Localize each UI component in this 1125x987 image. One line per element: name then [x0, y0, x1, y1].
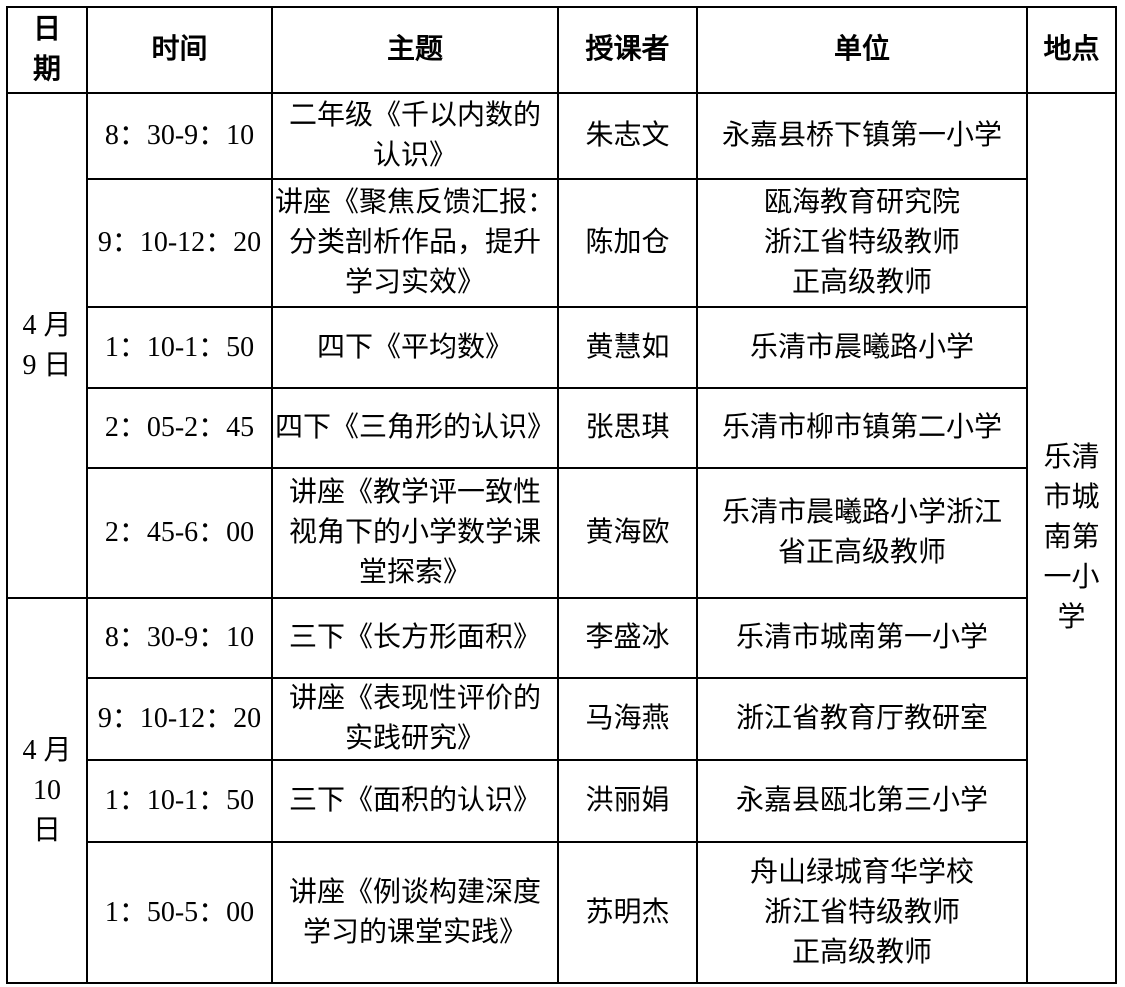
table-row: 4 月 10 日 8：30-9：10 三下《长方形面积》 李盛冰 乐清市城南第一… [6, 597, 1116, 984]
lecturer-cell: 苏明杰 [557, 841, 698, 984]
time-cell: 1：10-1：50 [86, 306, 273, 389]
table-row: 2：05-2：45 四下《三角形的认识》 张思琪 乐清市柳市镇第二小学 [7, 387, 1116, 469]
time-cell: 2：45-6：00 [86, 467, 273, 599]
table-row: 9：10-12：20 讲座《表现性评价的 实践研究》 马海燕 浙江省教育厅教研室 [7, 677, 1116, 761]
header-lecturer: 授课者 [557, 6, 698, 94]
date-cell-apr10: 4 月 10 日 [6, 597, 88, 984]
header-location: 地点 [1026, 6, 1117, 94]
time-cell: 9：10-12：20 [86, 178, 273, 308]
lecturer-cell: 李盛冰 [557, 597, 698, 679]
topic-cell: 讲座《例谈构建深度 学习的课堂实践》 [271, 841, 559, 984]
time-cell: 8：30-9：10 [86, 597, 273, 679]
topic-cell: 讲座《教学评一致性 视角下的小学数学课 堂探索》 [271, 467, 559, 599]
header-row: 日 期 时间 主题 授课者 单位 地点 [6, 6, 1117, 94]
lecturer-cell: 马海燕 [557, 677, 698, 761]
topic-cell: 四下《三角形的认识》 [271, 387, 559, 469]
time-cell: 1：50-5：00 [86, 841, 273, 984]
topic-cell: 三下《长方形面积》 [271, 597, 559, 679]
schedule-table: 日 期 时间 主题 授课者 单位 地点 4 月 9 日 8：30-9：10 二年… [6, 6, 1117, 984]
time-cell: 8：30-9：10 [86, 92, 273, 180]
lecturer-cell: 洪丽娟 [557, 759, 698, 843]
time-cell: 9：10-12：20 [86, 677, 273, 761]
header-date: 日 期 [6, 6, 88, 94]
table-row: 4 月 9 日 8：30-9：10 二年级《千以内数的 认识》 朱志文 永嘉县桥… [6, 92, 1117, 984]
lecturer-cell: 黄慧如 [557, 306, 698, 389]
lecturer-cell: 黄海欧 [557, 467, 698, 599]
lecturer-cell: 张思琪 [557, 387, 698, 469]
table-row: 1：10-1：50 三下《面积的认识》 洪丽娟 永嘉县瓯北第三小学 [7, 759, 1116, 843]
header-time: 时间 [86, 6, 273, 94]
topic-cell: 四下《平均数》 [271, 306, 559, 389]
time-cell: 1：10-1：50 [86, 759, 273, 843]
unit-cell: 乐清市柳市镇第二小学 [696, 387, 1028, 469]
date-cell-apr9: 4 月 9 日 [6, 92, 88, 599]
unit-cell: 乐清市晨曦路小学浙江 省正高级教师 [696, 467, 1028, 599]
unit-cell: 浙江省教育厅教研室 [696, 677, 1028, 761]
table-row: 2：45-6：00 讲座《教学评一致性 视角下的小学数学课 堂探索》 黄海欧 乐… [7, 467, 1116, 599]
unit-cell: 乐清市晨曦路小学 [696, 306, 1028, 389]
unit-cell: 舟山绿城育华学校 浙江省特级教师 正高级教师 [696, 841, 1028, 984]
lecturer-cell: 朱志文 [557, 92, 698, 180]
unit-cell: 永嘉县桥下镇第一小学 [696, 92, 1028, 180]
table-row: 9：10-12：20 讲座《聚焦反馈汇报： 分类剖析作品，提升 学习实效》 陈加… [7, 178, 1116, 308]
location-cell: 乐清 市城 南第 一小 学 [1026, 92, 1117, 984]
unit-cell: 瓯海教育研究院 浙江省特级教师 正高级教师 [696, 178, 1028, 308]
lecturer-cell: 陈加仓 [557, 178, 698, 308]
topic-cell: 三下《面积的认识》 [271, 759, 559, 843]
unit-cell: 永嘉县瓯北第三小学 [696, 759, 1028, 843]
table-row: 1：50-5：00 讲座《例谈构建深度 学习的课堂实践》 苏明杰 舟山绿城育华学… [7, 841, 1116, 984]
topic-cell: 讲座《聚焦反馈汇报： 分类剖析作品，提升 学习实效》 [271, 178, 559, 308]
time-cell: 2：05-2：45 [86, 387, 273, 469]
table-row: 1：10-1：50 四下《平均数》 黄慧如 乐清市晨曦路小学 [7, 306, 1116, 389]
topic-cell: 讲座《表现性评价的 实践研究》 [271, 677, 559, 761]
header-unit: 单位 [696, 6, 1028, 94]
topic-cell: 二年级《千以内数的 认识》 [271, 92, 559, 180]
header-topic: 主题 [271, 6, 559, 94]
unit-cell: 乐清市城南第一小学 [696, 597, 1028, 679]
